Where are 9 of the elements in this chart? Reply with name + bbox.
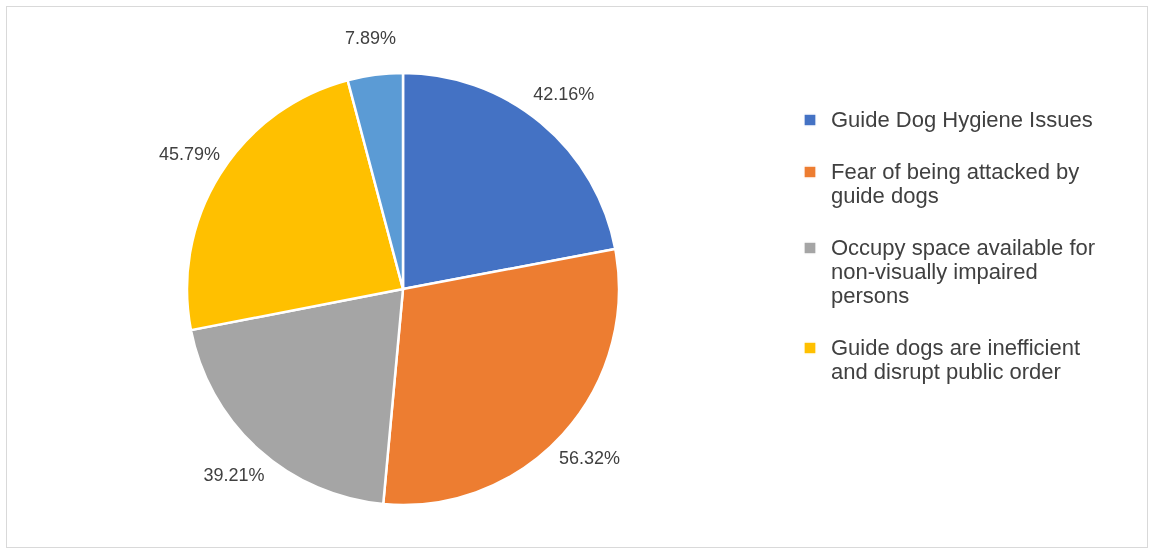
legend-label: Guide Dog Hygiene Issues [831, 107, 1093, 132]
legend-label: Guide dogs are inefficient and disrupt public order [831, 335, 1081, 384]
data-label: 7.89% [344, 28, 396, 49]
data-label: 39.21% [203, 464, 265, 485]
data-label: 56.32% [558, 447, 620, 468]
data-label: 42.16% [533, 83, 595, 104]
legend-label: Fear of being attacked by guide dogs [831, 159, 1080, 208]
legend-label: Occupy space available for non-visually impaired persons [831, 235, 1096, 308]
data-label: 45.79% [158, 144, 221, 165]
